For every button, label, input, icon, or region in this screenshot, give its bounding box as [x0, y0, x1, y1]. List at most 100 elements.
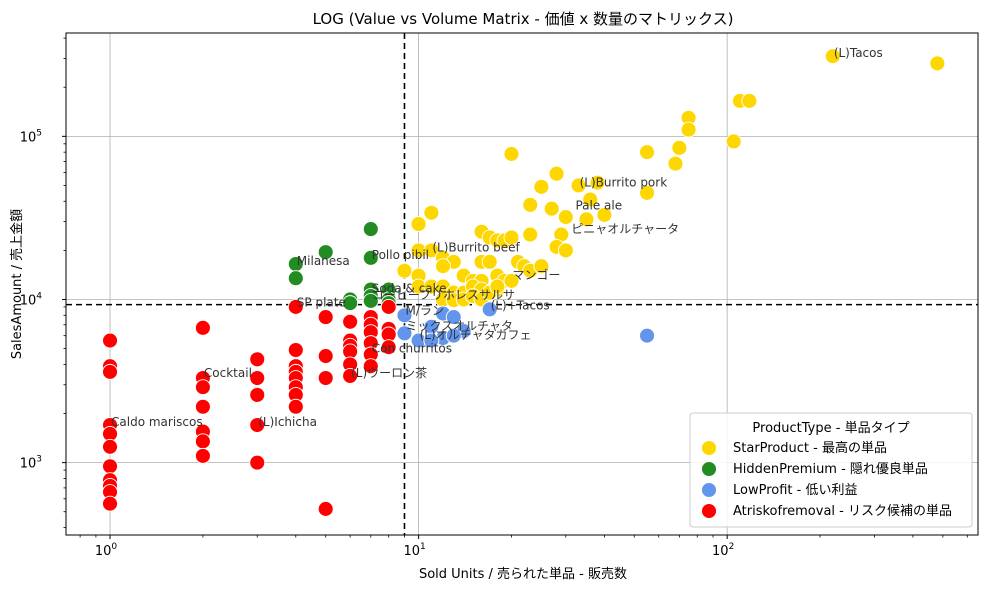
- point-annotation: (L)+Tacos: [491, 299, 550, 313]
- data-point-risk: [249, 386, 266, 403]
- data-point-star: [503, 272, 520, 289]
- point-annotation: Milanesa: [297, 254, 350, 268]
- legend-marker-hidden: [701, 461, 717, 477]
- data-point-risk: [102, 458, 118, 475]
- point-annotation: SP plate: [297, 295, 346, 309]
- data-point-risk: [317, 500, 334, 517]
- point-annotation: Pollo pibil: [372, 248, 429, 262]
- y-tick-label: 105: [20, 128, 42, 145]
- data-point-risk: [194, 379, 211, 396]
- legend-box: [689, 412, 973, 528]
- threshold-lines: [66, 33, 978, 535]
- x-tick-label: 102: [712, 542, 734, 559]
- data-point-risk: [194, 433, 211, 450]
- y-axis-label: SalesAmount / 売上金額: [9, 209, 25, 359]
- data-point-risk: [102, 495, 118, 512]
- data-point-star: [667, 155, 684, 172]
- data-point-risk: [380, 298, 397, 315]
- data-point-risk: [287, 342, 304, 358]
- point-annotation: Pale ale: [575, 199, 622, 213]
- data-point-star: [543, 200, 560, 217]
- legend-label-star: StarProduct - 最高の単品: [733, 440, 887, 456]
- data-point-risk: [249, 351, 266, 368]
- data-point-star: [423, 242, 440, 259]
- point-annotation: ピニャオルチャータ: [571, 222, 679, 236]
- data-point-star: [639, 184, 655, 201]
- data-point-star: [423, 204, 440, 221]
- data-point-star: [435, 258, 451, 275]
- point-annotation: (L)ウーロン茶: [351, 365, 427, 380]
- data-point-hidden: [342, 295, 359, 312]
- legend-title: ProductType - 単品タイプ: [752, 420, 909, 436]
- data-point-star: [548, 165, 565, 182]
- data-point-star: [503, 145, 520, 162]
- point-annotation: コーヒーフリホレスサルサ: [372, 288, 515, 302]
- data-point-star: [410, 216, 427, 232]
- data-point-star: [725, 133, 742, 150]
- data-point-star: [522, 196, 539, 213]
- point-annotation: (L)Ichicha: [258, 415, 317, 429]
- x-tick-label: 101: [403, 542, 425, 559]
- plot-frame: [65, 32, 979, 536]
- data-point-star: [533, 258, 550, 275]
- point-annotation: (L)Burrito pork: [580, 175, 668, 189]
- y-tick-label: 103: [20, 455, 42, 472]
- data-point-star: [481, 253, 498, 270]
- legend: ProductType - 単品タイプ StarProduct - 最高の単品 Hi…: [689, 412, 973, 528]
- data-point-risk: [194, 447, 211, 464]
- data-point-risk: [102, 332, 118, 349]
- x-axis-label: Sold Units / 売られた単品 - 販売数: [419, 566, 627, 582]
- data-point-star: [671, 139, 688, 156]
- data-point-risk: [287, 298, 304, 315]
- data-point-low: [396, 307, 413, 324]
- data-point-risk: [194, 319, 211, 336]
- data-point-risk: [249, 370, 266, 386]
- data-point-risk: [102, 363, 118, 380]
- legend-marker-low: [701, 482, 717, 498]
- data-point-star: [589, 174, 606, 191]
- data-point-star: [824, 48, 841, 65]
- data-point-low: [445, 327, 462, 344]
- point-annotation: (L)オルチャタカフェ: [420, 328, 532, 342]
- point-annotation: Con churritos: [372, 341, 452, 355]
- point-annotation: M/ラン: [405, 304, 443, 318]
- point-annotations: (L)Tacos (L)Burrito pork Pale ale ピニャオルチャータ…: [111, 46, 883, 429]
- legend-label-low: LowProfit - 低い利益: [733, 483, 857, 498]
- data-point-risk: [249, 454, 266, 471]
- data-point-risk: [317, 348, 334, 365]
- data-point-risk: [317, 309, 334, 326]
- data-point-risk: [194, 398, 211, 415]
- data-point-star: [533, 178, 550, 195]
- legend-label-hidden: HiddenPremium - 隠れ優良単品: [733, 461, 928, 477]
- data-point-star: [503, 229, 520, 246]
- data-point-star: [596, 206, 613, 223]
- data-point-hidden: [362, 292, 379, 309]
- data-point-hidden: [362, 221, 379, 238]
- data-point-risk: [380, 339, 397, 356]
- data-point-star: [741, 92, 758, 109]
- data-point-star: [680, 121, 697, 138]
- data-point-risk: [317, 370, 334, 386]
- data-point-star: [570, 177, 587, 194]
- data-point-low: [445, 309, 462, 326]
- data-points: [102, 48, 946, 517]
- chart-title: LOG (Value vs Volume Matrix - 価値 x 数量のマト…: [313, 10, 734, 28]
- data-point-star: [639, 144, 655, 161]
- data-point-risk: [362, 358, 379, 375]
- point-annotation: Caldo mariscos: [111, 415, 203, 429]
- data-point-hidden: [287, 270, 304, 287]
- point-annotation: (L)Burrito beef: [432, 240, 520, 254]
- data-point-low: [396, 325, 413, 342]
- data-point-risk: [249, 417, 266, 433]
- point-annotation: (L)Tacos: [834, 46, 883, 60]
- legend-marker-risk: [701, 503, 717, 519]
- point-annotation: Cocktail: [204, 366, 252, 380]
- data-point-star: [578, 211, 595, 228]
- data-point-low: [423, 332, 440, 349]
- data-point-star: [396, 262, 413, 279]
- data-point-hidden: [362, 249, 379, 266]
- data-point-low: [481, 301, 498, 318]
- legend-label-risk: Atriskofremoval - リスク候補の単品: [733, 503, 952, 519]
- data-point-star: [489, 278, 506, 295]
